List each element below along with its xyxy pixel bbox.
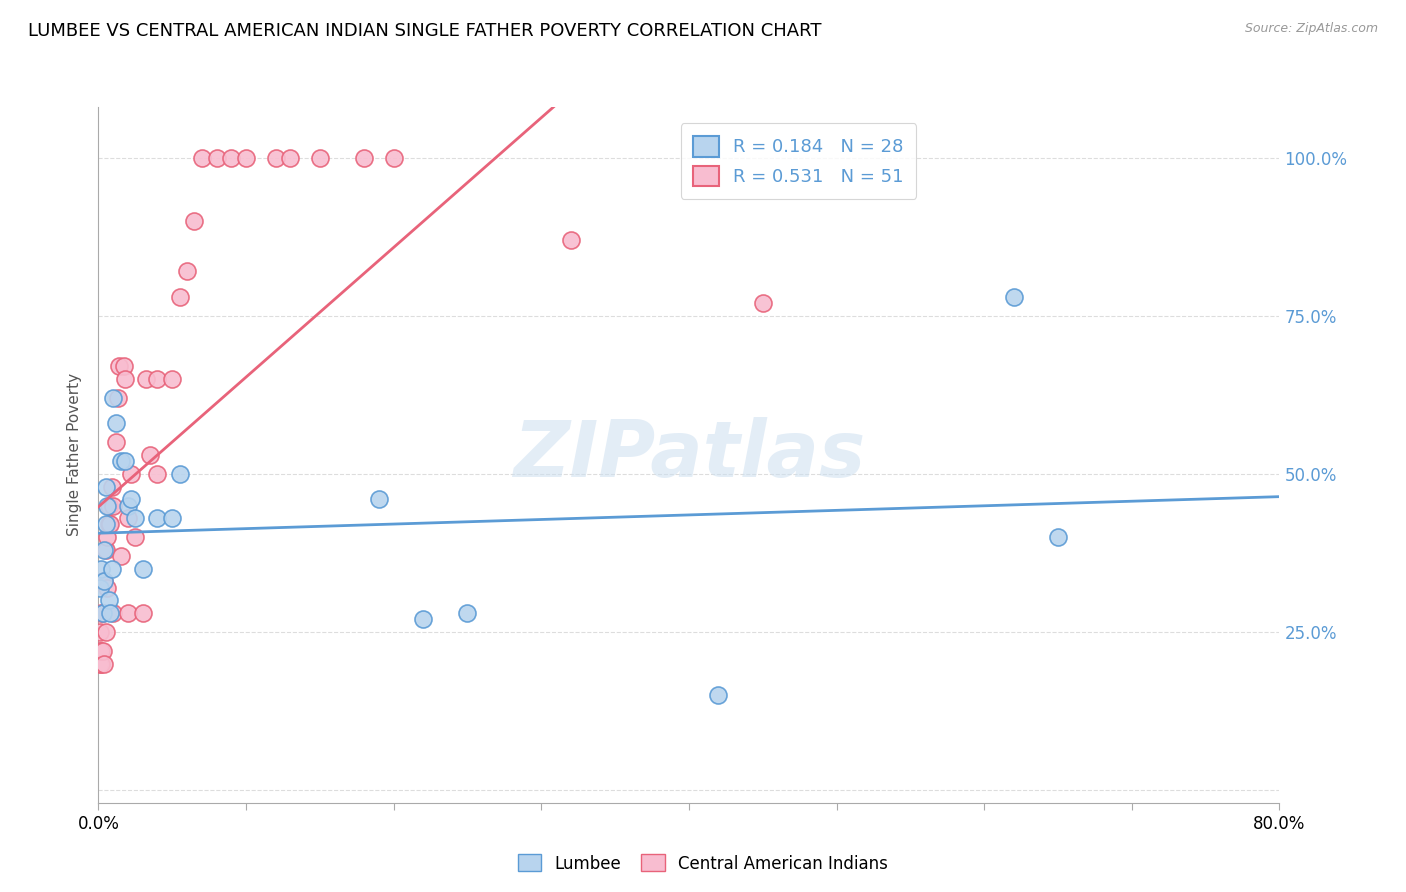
Point [91, 574, 114, 589]
Point [146, 467, 169, 481]
Point [103, 391, 125, 405]
Point [110, 549, 132, 563]
Y-axis label: Single Father Poverty: Single Father Poverty [67, 374, 83, 536]
Point [132, 562, 155, 576]
Point [1046, 530, 1069, 544]
Point [120, 492, 142, 507]
Point [382, 151, 405, 165]
Point [1002, 290, 1025, 304]
Point [91, 644, 114, 658]
Point [139, 448, 162, 462]
Point [108, 359, 131, 374]
Point [97, 499, 120, 513]
Point [93, 542, 115, 557]
Point [560, 233, 582, 247]
Point [90, 606, 112, 620]
Point [278, 151, 302, 165]
Point [368, 492, 391, 507]
Point [124, 511, 146, 525]
Legend: R = 0.184   N = 28, R = 0.531   N = 51: R = 0.184 N = 28, R = 0.531 N = 51 [681, 123, 917, 199]
Point [169, 290, 191, 304]
Point [162, 372, 183, 386]
Point [114, 372, 136, 386]
Point [96, 581, 118, 595]
Point [707, 688, 730, 702]
Point [135, 372, 157, 386]
Point [751, 296, 773, 310]
Point [105, 417, 128, 431]
Point [105, 435, 128, 450]
Point [110, 454, 132, 468]
Text: LUMBEE VS CENTRAL AMERICAN INDIAN SINGLE FATHER POVERTY CORRELATION CHART: LUMBEE VS CENTRAL AMERICAN INDIAN SINGLE… [28, 22, 821, 40]
Point [89, 581, 111, 595]
Point [91, 606, 114, 620]
Point [100, 562, 122, 576]
Point [264, 151, 287, 165]
Point [90, 562, 112, 576]
Point [183, 214, 205, 228]
Point [98, 606, 121, 620]
Point [120, 467, 142, 481]
Point [176, 264, 198, 278]
Point [353, 151, 375, 165]
Point [205, 151, 228, 165]
Point [191, 151, 214, 165]
Point [103, 606, 125, 620]
Point [103, 499, 125, 513]
Point [94, 625, 117, 640]
Point [235, 151, 257, 165]
Point [94, 517, 117, 532]
Point [112, 359, 135, 374]
Point [89, 644, 111, 658]
Point [93, 657, 115, 671]
Point [162, 511, 183, 525]
Point [96, 530, 118, 544]
Point [456, 606, 478, 620]
Point [90, 657, 112, 671]
Point [117, 606, 139, 620]
Point [100, 479, 122, 493]
Text: ZIPatlas: ZIPatlas [513, 417, 865, 493]
Point [169, 467, 191, 481]
Point [94, 479, 117, 493]
Point [89, 625, 111, 640]
Point [97, 593, 120, 607]
Point [219, 151, 242, 165]
Point [98, 517, 121, 532]
Point [117, 511, 139, 525]
Legend: Lumbee, Central American Indians: Lumbee, Central American Indians [512, 847, 894, 880]
Point [146, 372, 169, 386]
Point [91, 606, 114, 620]
Point [412, 612, 434, 626]
Point [309, 151, 332, 165]
Point [114, 454, 136, 468]
Point [90, 644, 112, 658]
Point [107, 391, 129, 405]
Point [96, 499, 118, 513]
Point [117, 499, 139, 513]
Point [94, 542, 117, 557]
Point [124, 530, 146, 544]
Text: Source: ZipAtlas.com: Source: ZipAtlas.com [1244, 22, 1378, 36]
Point [132, 606, 155, 620]
Point [146, 511, 169, 525]
Point [93, 574, 115, 589]
Point [97, 517, 120, 532]
Point [89, 657, 111, 671]
Point [93, 574, 115, 589]
